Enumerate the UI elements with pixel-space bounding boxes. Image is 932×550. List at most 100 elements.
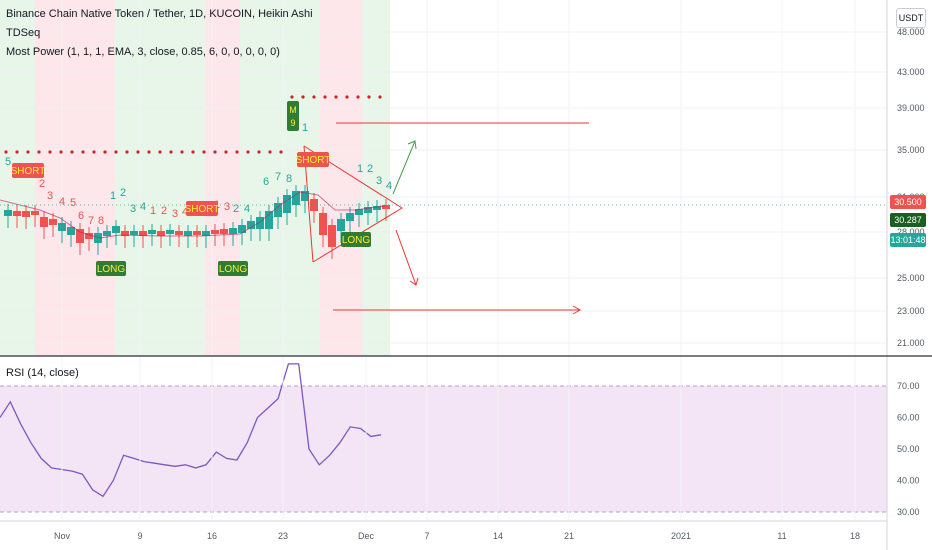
td-count-label: 2 <box>161 205 167 217</box>
candle-body <box>229 228 237 234</box>
resistance-dot <box>290 95 294 99</box>
short-signal-label: SHORT <box>11 166 46 177</box>
td-count-label: 1 <box>357 163 363 175</box>
price-tick-label: 48.000 <box>897 27 925 37</box>
td-count-label: 8 <box>98 215 104 227</box>
time-tick-label: Nov <box>54 531 71 541</box>
td-count-label: 2 <box>367 163 373 175</box>
candle-body <box>31 211 39 215</box>
candle-body <box>373 206 381 210</box>
breakout-down-arrow <box>395 229 417 286</box>
short-signal-label-bg <box>12 163 44 178</box>
short-signal-label: SHORT <box>185 204 220 215</box>
candle-body <box>283 195 291 213</box>
target-arrow <box>572 305 582 315</box>
candle-body <box>175 231 183 235</box>
candle-body <box>247 221 255 229</box>
rsi-tick-label: 70.00 <box>897 381 920 391</box>
price-tick-label: 21.000 <box>897 338 925 348</box>
resistance-dot <box>202 150 206 154</box>
td-count-label: 7 <box>88 215 94 227</box>
td-count-label: 1 <box>110 190 116 202</box>
bg-band <box>205 0 240 356</box>
candle-body <box>202 231 210 236</box>
candle-body <box>40 217 48 227</box>
time-tick-label: 16 <box>207 531 217 541</box>
rsi-line <box>0 363 382 498</box>
candle-body <box>310 199 318 211</box>
price-tick-label: 43.000 <box>897 67 925 77</box>
resistance-dot <box>114 150 118 154</box>
candle-body <box>193 231 201 235</box>
resistance-dot <box>356 95 360 99</box>
resistance-dot <box>37 150 41 154</box>
td-count-label: 4 <box>59 196 65 208</box>
time-tick-label: 9 <box>137 531 142 541</box>
resistance-dot <box>378 95 382 99</box>
signal-labels: 5234567812341234246781123431SHORTSHORTSH… <box>5 101 392 276</box>
long-signal-label-bg <box>96 261 126 276</box>
price-tick-label: 23.000 <box>897 306 925 316</box>
resistance-dot <box>323 95 327 99</box>
price-tick-label: 25.000 <box>897 273 925 283</box>
short-signal-label: SHORT <box>296 155 331 166</box>
last-price-tag: 30.500 <box>890 195 926 209</box>
legend-rsi[interactable]: RSI (14, close) <box>6 367 79 379</box>
candle-body <box>301 191 309 201</box>
candle-body <box>319 213 327 235</box>
breakout-up-head <box>407 140 417 150</box>
resistance-dot <box>180 150 184 154</box>
legend-tdseq[interactable]: TDSeq <box>6 27 41 39</box>
resistance-dot <box>345 95 349 99</box>
resistance-dot <box>169 150 173 154</box>
candle-body <box>148 230 156 234</box>
candle-body <box>382 205 390 209</box>
candle-body <box>238 225 246 233</box>
long-signal-label: LONG <box>342 235 371 246</box>
td-count-label: 5 <box>5 156 11 168</box>
time-tick-label: 7 <box>424 531 429 541</box>
legend-most-power[interactable]: Most Power (1, 1, 1, EMA, 3, close, 0.85… <box>6 46 280 58</box>
candle-body <box>94 233 102 243</box>
candle-body <box>121 231 129 236</box>
resistance-dot <box>213 150 217 154</box>
resistance-dot <box>125 150 129 154</box>
candles <box>0 185 390 259</box>
td-count-label: 4 <box>386 180 392 192</box>
price-tick-label: 28.000 <box>897 227 925 237</box>
td-count-label: 1 <box>302 122 308 134</box>
td-count-label: 3 <box>224 201 230 213</box>
resistance-dot <box>4 150 8 154</box>
long-signal-label: LONG <box>219 264 248 275</box>
bg-band <box>362 0 390 356</box>
legend-symbol[interactable]: Binance Chain Native Token / Tether, 1D,… <box>6 8 313 20</box>
candle-body <box>184 231 192 236</box>
rsi-tick-label: 60.00 <box>897 413 920 423</box>
candle-body <box>157 231 165 236</box>
breakout-up-arrow <box>392 140 416 195</box>
time-tick-label: 23 <box>278 531 288 541</box>
resistance-dot <box>301 95 305 99</box>
candle-body <box>139 231 147 236</box>
currency-button[interactable]: USDT <box>896 8 926 28</box>
td-count-label: 7 <box>275 171 281 183</box>
candle-body <box>103 231 111 236</box>
resistance-dot <box>15 150 19 154</box>
candle-body <box>364 207 372 213</box>
rsi-panel: 70.00 60.00 50.00 40.00 30.00 <box>0 363 920 517</box>
candle-body <box>112 226 120 233</box>
candle-body <box>85 233 93 239</box>
td-count-label: 4 <box>140 201 146 213</box>
td-count-label: 5 <box>70 197 76 209</box>
td-count-label: 8 <box>286 173 292 185</box>
long-signal-label-bg <box>218 261 248 276</box>
time-tick-label: Dec <box>358 531 375 541</box>
countdown-tag: 13:01:48 <box>890 233 926 247</box>
resistance-dot <box>257 150 261 154</box>
resistance-dot <box>70 150 74 154</box>
resistance-dot <box>48 150 52 154</box>
td-count-label: 4 <box>244 203 250 215</box>
time-tick-label: 2021 <box>671 531 691 541</box>
short-signal-label-bg <box>297 152 329 167</box>
